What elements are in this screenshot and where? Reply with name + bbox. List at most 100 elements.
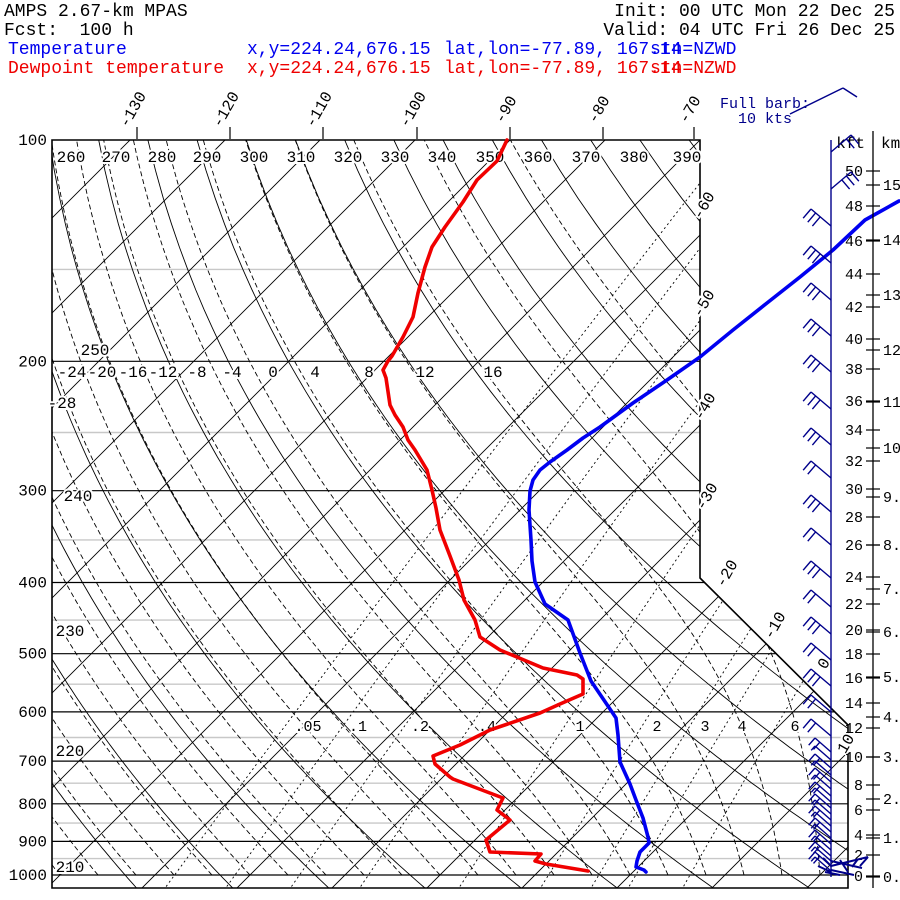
theta-label-top: 330 — [381, 149, 410, 167]
isotherm-label-right: -40 — [691, 390, 721, 424]
kft-label: 6 — [854, 803, 863, 820]
km-label: 7. — [883, 582, 900, 599]
km-label: 15. — [883, 178, 900, 195]
isotherm — [52, 140, 701, 888]
isotherm-label-right: -20 — [713, 557, 743, 591]
kft-label: 10 — [845, 750, 863, 767]
dewpoint-legend-label: Dewpoint temperature — [8, 59, 225, 79]
moist-adiabat — [76, 140, 517, 876]
theta-label-top: 280 — [148, 149, 177, 167]
dry-adiabat — [196, 140, 814, 888]
wind-barb — [802, 354, 832, 373]
moist-adiabat — [294, 140, 745, 876]
dry-adiabat — [52, 140, 140, 888]
wind-barb — [830, 134, 860, 153]
moist-adiabat — [353, 140, 783, 876]
kft-label: 42 — [845, 300, 863, 317]
theta-label-top: 370 — [572, 149, 601, 167]
model-title: AMPS 2.67-km MPAS — [4, 2, 188, 22]
dry-adiabat — [491, 140, 848, 888]
isotherm-label-right: -30 — [693, 480, 723, 514]
isotherm-label-top: -110 — [302, 89, 337, 131]
kft-label: 44 — [845, 267, 863, 284]
wind-barb — [802, 616, 832, 635]
theta-label-left: 240 — [64, 488, 93, 506]
wind-barb — [802, 391, 832, 410]
theta-label-top: 360 — [524, 149, 553, 167]
isotherm — [0, 140, 35, 888]
pressure-label: 500 — [18, 646, 47, 664]
km-label: 12. — [883, 343, 900, 360]
dry-adiabat — [787, 140, 848, 888]
theta-label-top: 300 — [240, 149, 269, 167]
moist-adiabat — [132, 140, 593, 876]
theta-label-top: 340 — [428, 149, 457, 167]
temperature-station: stn=NZWD — [650, 40, 737, 60]
km-label: 6. — [883, 625, 900, 642]
kft-label: 18 — [845, 647, 863, 664]
kft-label: 20 — [845, 623, 863, 640]
isotherm — [52, 140, 226, 888]
dry-adiabat — [147, 140, 718, 888]
dewpoint-trace — [381, 138, 590, 873]
isotherm — [52, 140, 416, 888]
moist-adiabat — [52, 140, 137, 876]
wind-barb — [808, 841, 832, 857]
isotherm — [141, 140, 848, 888]
height-scale: kft km50484644424038363432302826242220181… — [836, 131, 900, 888]
wind-barb — [802, 494, 832, 513]
kft-label: 8 — [854, 778, 863, 795]
isotherm — [616, 140, 848, 888]
isotherm-label-top: -70 — [676, 93, 706, 127]
mixing-ratio-label: 4 — [737, 719, 746, 736]
moist-adiabat — [52, 140, 365, 876]
temperature-xy: x,y=224.24,676.15 — [247, 40, 431, 60]
moist-adiabat-label: -4 — [222, 364, 241, 382]
theta-label-top: 310 — [287, 149, 316, 167]
moist-adiabat — [52, 140, 213, 876]
wind-barb — [810, 745, 832, 761]
mixing-ratio-line — [223, 140, 784, 888]
km-label: 13. — [883, 288, 900, 305]
theta-label-left: 210 — [56, 859, 85, 877]
wind-barb — [802, 642, 832, 661]
dry-adiabat — [52, 140, 429, 888]
kft-label: 2 — [854, 848, 863, 865]
moist-adiabat-label: -20 — [88, 364, 117, 382]
wind-barb — [808, 817, 832, 833]
kft-label: 24 — [845, 570, 863, 587]
wind-barb — [802, 589, 832, 608]
wind-barb — [808, 781, 832, 797]
km-label: 0. — [883, 870, 900, 887]
moist-adiabat-label: -8 — [187, 364, 206, 382]
dry-adiabat — [442, 140, 848, 888]
kft-label: 40 — [845, 332, 863, 349]
wind-barb — [802, 460, 832, 479]
theta-label-left: 220 — [56, 743, 85, 761]
wind-barb — [802, 318, 832, 337]
temperature-trace — [527, 199, 900, 874]
km-label: 9. — [883, 490, 900, 507]
mixing-ratio-line — [288, 140, 836, 888]
theta-label-left: 230 — [56, 623, 85, 641]
dry-adiabat — [52, 140, 332, 888]
moist-adiabat — [52, 140, 175, 876]
mixing-ratio-line — [357, 140, 848, 888]
km-label: 4. — [883, 710, 900, 727]
dry-adiabat — [52, 140, 525, 888]
isotherm-label-top: -120 — [209, 89, 244, 131]
wind-barb — [830, 171, 860, 190]
km-label: 14. — [883, 233, 900, 250]
wind-barb — [808, 737, 832, 753]
km-label: 1. — [883, 831, 900, 848]
moist-adiabat — [202, 140, 669, 876]
mixing-ratio-label: 2 — [652, 719, 661, 736]
moist-adiabat — [52, 140, 479, 876]
moist-adiabat — [245, 140, 707, 876]
barb-legend-icon — [789, 87, 858, 115]
moist-adiabat-label: 16 — [483, 364, 502, 382]
wind-barb — [810, 811, 832, 827]
mixing-ratio-line — [680, 140, 848, 888]
wind-barb — [802, 427, 832, 446]
